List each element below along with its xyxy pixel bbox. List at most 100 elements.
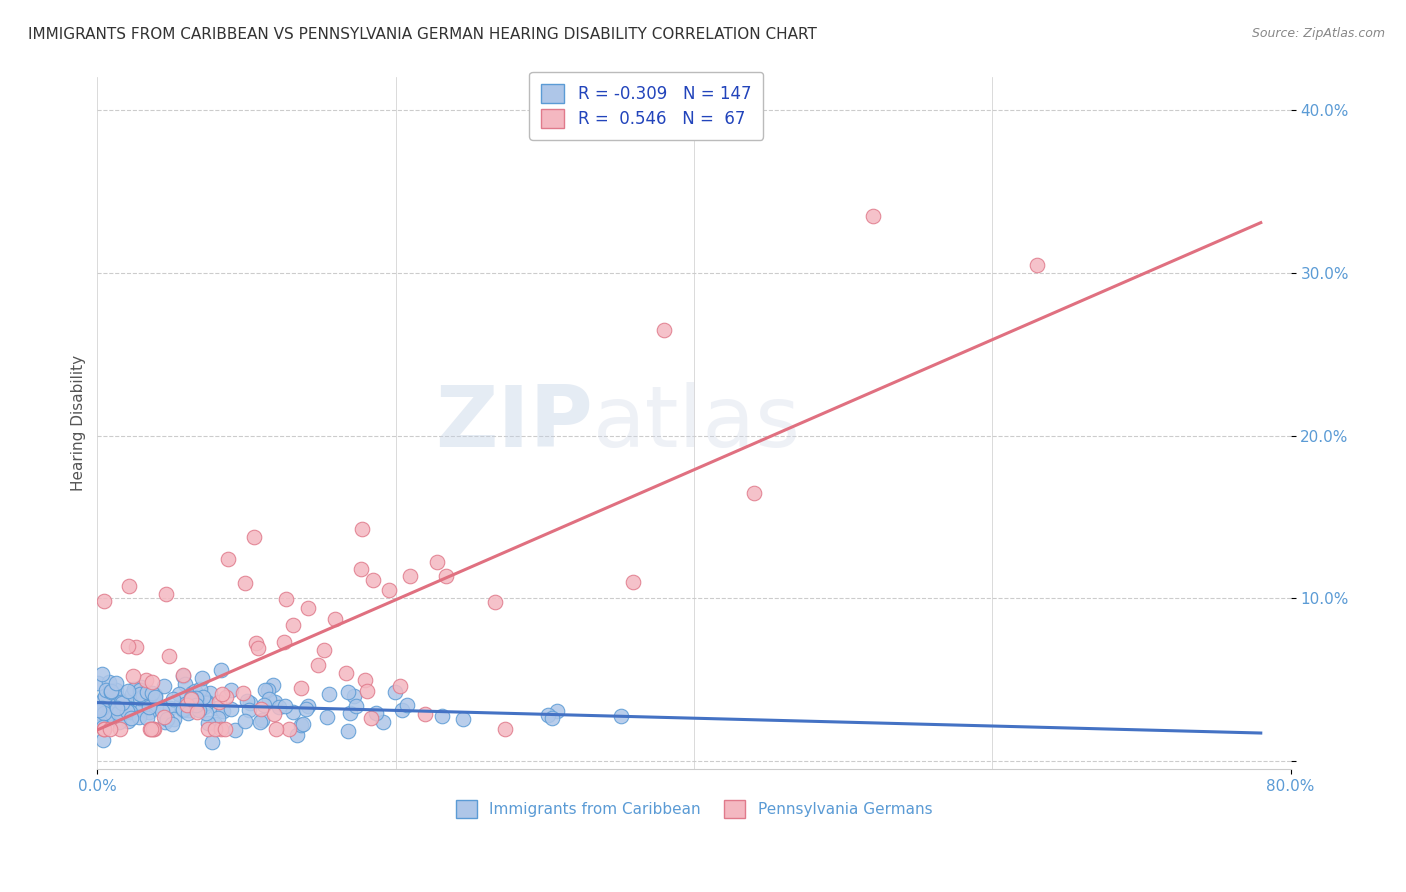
Point	[211, 687, 233, 701]
Point	[159, 701, 181, 715]
Point	[281, 705, 304, 719]
Point	[155, 587, 177, 601]
Point	[253, 683, 276, 698]
Point	[236, 694, 259, 708]
Point	[181, 686, 204, 700]
Point	[546, 704, 568, 718]
Point	[117, 639, 139, 653]
Point	[188, 682, 211, 697]
Point	[93, 706, 115, 721]
Point	[98, 722, 121, 736]
Point	[172, 702, 194, 716]
Point	[121, 669, 143, 683]
Point	[621, 574, 644, 589]
Point	[93, 594, 115, 608]
Point	[349, 562, 371, 576]
Point	[146, 698, 169, 712]
Point	[207, 711, 229, 725]
Point	[87, 676, 110, 690]
Point	[183, 684, 205, 698]
Point	[494, 722, 516, 736]
Point	[186, 705, 208, 719]
Point	[541, 711, 564, 725]
Point	[110, 695, 132, 709]
Point	[363, 573, 385, 587]
Point	[105, 690, 128, 704]
Point	[108, 722, 131, 736]
Point	[224, 723, 246, 737]
Point	[91, 693, 114, 707]
Point	[180, 692, 202, 706]
Point	[297, 698, 319, 713]
Point	[135, 673, 157, 687]
Point	[91, 720, 114, 734]
Point	[191, 690, 214, 704]
Point	[356, 683, 378, 698]
Point	[197, 715, 219, 730]
Point	[262, 678, 284, 692]
Point	[169, 698, 191, 713]
Point	[117, 714, 139, 729]
Point	[128, 702, 150, 716]
Point	[93, 722, 115, 736]
Point	[316, 710, 339, 724]
Point	[132, 689, 155, 703]
Point	[141, 686, 163, 700]
Point	[204, 717, 226, 731]
Point	[197, 722, 219, 736]
Point	[273, 634, 295, 648]
Point	[350, 522, 373, 536]
Point	[143, 690, 166, 705]
Point	[335, 666, 357, 681]
Text: ZIP: ZIP	[434, 382, 592, 465]
Point	[97, 706, 120, 721]
Point	[187, 703, 209, 717]
Point	[104, 683, 127, 698]
Point	[307, 658, 329, 673]
Point	[195, 696, 218, 710]
Point	[291, 716, 314, 731]
Point	[153, 679, 176, 693]
Point	[238, 703, 260, 717]
Point	[129, 690, 152, 705]
Point	[118, 579, 141, 593]
Point	[129, 701, 152, 715]
Legend: Immigrants from Caribbean, Pennsylvania Germans: Immigrants from Caribbean, Pennsylvania …	[450, 794, 938, 824]
Point	[136, 692, 159, 706]
Point	[395, 698, 418, 712]
Point	[204, 722, 226, 736]
Point	[105, 676, 128, 690]
Point	[111, 697, 134, 711]
Point	[153, 710, 176, 724]
Point	[98, 674, 121, 689]
Point	[105, 701, 128, 715]
Point	[399, 569, 422, 583]
Point	[215, 690, 238, 704]
Point	[195, 695, 218, 709]
Point	[353, 673, 375, 687]
Point	[274, 592, 297, 607]
Point	[451, 712, 474, 726]
Point	[96, 709, 118, 723]
Point	[233, 576, 256, 591]
Point	[91, 703, 114, 717]
Point	[163, 712, 186, 726]
Point	[389, 679, 412, 693]
Point	[143, 688, 166, 702]
Point	[214, 722, 236, 736]
Point	[150, 705, 173, 719]
Point	[259, 692, 281, 706]
Point	[360, 711, 382, 725]
Text: Source: ZipAtlas.com: Source: ZipAtlas.com	[1251, 27, 1385, 40]
Point	[209, 722, 232, 736]
Point	[186, 693, 208, 707]
Point	[364, 706, 387, 721]
Point	[134, 689, 156, 703]
Point	[246, 640, 269, 655]
Point	[120, 710, 142, 724]
Point	[323, 612, 346, 626]
Point	[652, 323, 675, 337]
Point	[610, 708, 633, 723]
Point	[91, 666, 114, 681]
Point	[205, 701, 228, 715]
